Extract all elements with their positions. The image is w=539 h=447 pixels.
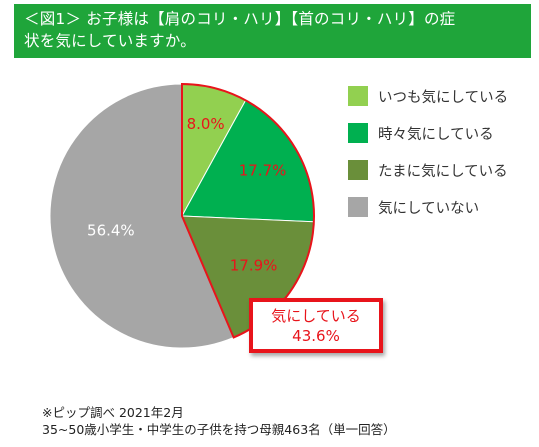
legend-swatch-1 (348, 86, 368, 106)
footnote-sample: 35~50歳小学生・中学生の子供を持つ母親463名（単一回答） (42, 422, 396, 437)
legend-swatch-2 (348, 123, 368, 143)
legend-label-3: たまに気にしている (378, 163, 508, 180)
chart-title-banner: ＜図1＞ お子様は【肩のコリ・ハリ】【首のコリ・ハリ】の症 状を気にしていますか… (14, 4, 531, 58)
legend-swatch-4 (348, 197, 368, 217)
title-line-1: ＜図1＞ お子様は【肩のコリ・ハリ】【首のコリ・ハリ】の症 (24, 10, 456, 28)
callout-label: 気にしている (271, 307, 361, 325)
legend-label-1: いつも気にしている (378, 89, 508, 106)
legend-label-2: 時々気にしている (378, 126, 494, 143)
callout-value: 43.6% (292, 327, 340, 345)
footnote-source: ※ピップ調べ 2021年2月 (42, 405, 184, 420)
pie-slice-4 (49, 83, 235, 349)
legend-swatch-3 (348, 160, 368, 180)
highlight-callout: 気にしている 43.6% (249, 298, 383, 353)
legend-label-4: 気にしていない (378, 200, 479, 217)
slice-label-2: 17.7% (239, 162, 287, 180)
footnote: ※ピップ調べ 2021年2月 35~50歳小学生・中学生の子供を持つ母親463名… (42, 404, 396, 438)
title-line-2: 状を気にしていますか。 (24, 32, 196, 50)
slice-label-3: 17.9% (230, 257, 278, 275)
slice-labels: 8.0% 17.7% 17.9% 56.4% (87, 115, 286, 275)
slice-label-4: 56.4% (87, 221, 135, 239)
slice-label-1: 8.0% (187, 115, 225, 133)
